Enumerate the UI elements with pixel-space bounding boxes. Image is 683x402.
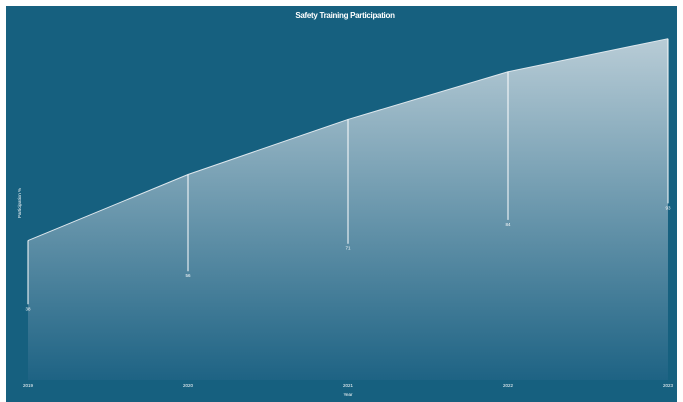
data-label: 56	[185, 273, 191, 278]
x-axis-label: Year	[343, 392, 353, 397]
x-tick-label: 2020	[183, 383, 194, 388]
data-labels: 38 56 71 84 93	[25, 205, 671, 311]
x-tick-label: 2019	[23, 383, 34, 388]
data-label: 93	[665, 205, 671, 210]
y-axis-label: Participation %	[17, 188, 22, 218]
x-axis-ticks: 2019 2020 2021 2022 2023	[23, 383, 674, 388]
chart-title: Safety Training Participation	[295, 11, 395, 20]
x-tick-label: 2021	[343, 383, 354, 388]
data-label: 38	[25, 306, 31, 311]
drop-lines	[27, 38, 669, 305]
x-tick-label: 2023	[663, 383, 674, 388]
data-label: 71	[345, 246, 351, 251]
x-tick-label: 2022	[503, 383, 514, 388]
data-label: 84	[505, 222, 511, 227]
